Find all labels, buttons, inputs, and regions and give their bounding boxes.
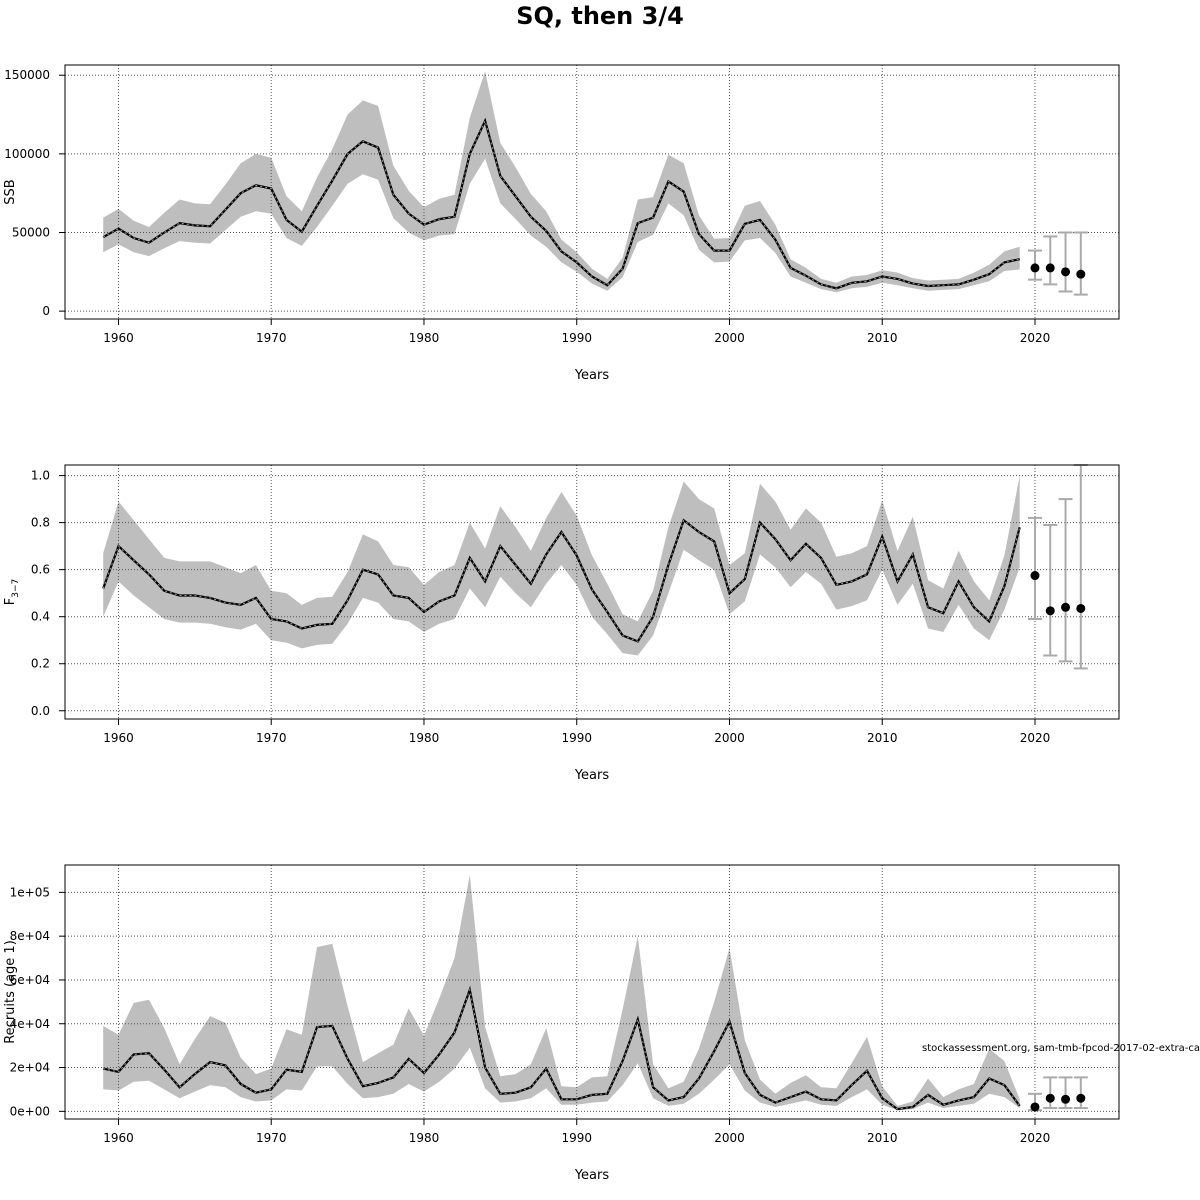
x-tick-label: 1960 [103,331,134,345]
x-axis-label: Years [574,368,610,383]
figure-title: SQ, then 3/4 [516,2,684,30]
y-tick-label: 100000 [4,147,50,161]
y-tick-label: 1.0 [31,469,50,483]
y-tick-label: 0.2 [31,657,50,671]
y-tick-label: 0.0 [31,704,50,718]
y-tick-label: 0.8 [31,516,50,530]
x-tick-label: 1980 [409,731,440,745]
x-tick-label: 2020 [1020,1131,1051,1145]
x-tick-label: 2010 [867,1131,898,1145]
x-tick-label: 1990 [561,731,592,745]
y-tick-label: 8e+04 [10,929,50,943]
x-axis-label: Years [574,1168,610,1183]
estimate-line [102,518,1021,643]
y-tick-label: 2e+04 [10,1061,50,1075]
x-tick-label: 2020 [1020,731,1051,745]
y-tick-label: 0.4 [31,610,50,624]
confidence-band [103,874,1020,1111]
forecast-point [1045,263,1055,273]
forecast-point [1030,263,1040,273]
x-tick-label: 2020 [1020,331,1051,345]
fishing-mortality-panel: 1960 1970 1980 1990 2000 2010 2020 0.0 0.2 0.4 0.6… [3,464,1120,783]
forecast-point [1061,1094,1071,1104]
x-tick-label: 2000 [714,331,745,345]
x-tick-label: 1960 [103,1131,134,1145]
x-tick-label: 2000 [714,1131,745,1145]
y-tick-label: 1e+05 [10,885,50,899]
forecast-point [1076,269,1086,279]
plot-frame [64,864,1120,1120]
x-tick-label: 1960 [103,731,134,745]
recruitment-panel: 1960 1970 1980 1990 2000 2010 2020 0e+00 2e+04 4e… [3,864,1120,1183]
y-tick-label: 50000 [12,225,50,239]
x-tick-label: 1970 [256,331,287,345]
ssb-panel: 1960 1970 1980 1990 2000 2010 2020 0 50000 100000… [3,64,1120,383]
x-tick-label: 1990 [561,331,592,345]
x-tick-label: 2010 [867,331,898,345]
x-tick-label: 2010 [867,731,898,745]
estimate-line-dash [102,119,1020,289]
forecast-point [1030,1102,1040,1112]
forecast-point [1061,602,1071,612]
y-axis-label: SSB [3,179,18,204]
y-tick-label: 150000 [4,68,50,82]
plot-frame [64,464,1120,720]
forecast-point [1076,603,1086,613]
forecast-point [1045,1093,1055,1103]
x-tick-label: 1970 [256,731,287,745]
x-tick-label: 1970 [256,1131,287,1145]
x-tick-label: 1980 [409,331,440,345]
x-axis-label: Years [574,768,610,783]
y-tick-label: 6e+04 [10,973,50,987]
y-axis-label-subscript: 3−7 [11,579,21,598]
forecast-point [1061,267,1071,277]
y-tick-label: 4e+04 [10,1017,50,1031]
y-tick-label: 0 [42,304,50,318]
plot-frame [64,64,1120,320]
y-axis-label: Recruits (age 1) [3,940,18,1044]
forecast-point [1076,1093,1086,1103]
confidence-band [103,71,1020,293]
x-tick-label: 1980 [409,1131,440,1145]
forecast-point [1030,571,1040,581]
x-tick-label: 2000 [714,731,745,745]
x-tick-label: 1990 [561,1131,592,1145]
credit-text: stockassessment.org, sam-tmb-fpcod-2017-… [922,1043,1200,1054]
forecast-point [1045,606,1055,616]
confidence-band [103,475,1020,656]
estimate-line-dash [103,987,1021,1110]
y-tick-label: 0.6 [31,563,50,577]
y-tick-label: 0e+00 [10,1104,50,1118]
y-axis-label: F3−7 [3,579,21,605]
